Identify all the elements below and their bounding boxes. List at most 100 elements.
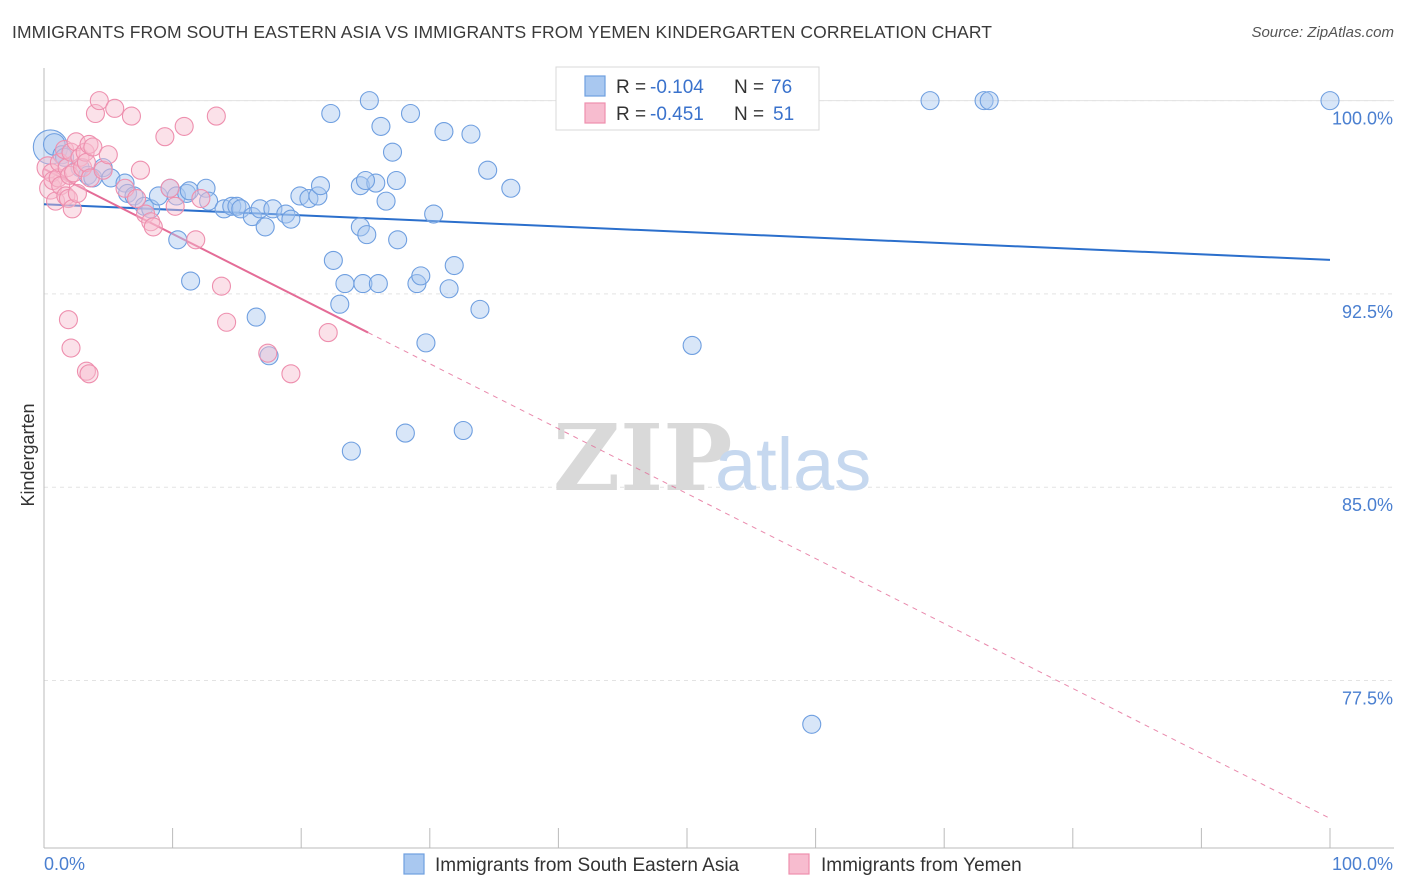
- point-yemen: [127, 189, 147, 209]
- point-yemen: [258, 343, 278, 363]
- point-sea: [376, 191, 396, 211]
- point-yemen: [130, 160, 150, 180]
- point-yemen: [58, 310, 78, 330]
- bottom-legend-swatch-pink: [788, 853, 810, 875]
- point-sea: [979, 91, 999, 111]
- point-sea: [382, 142, 403, 162]
- source-label: Source: ZipAtlas.com: [1251, 24, 1394, 41]
- point-sea: [231, 199, 251, 219]
- trendline-yemen-extrapolated: [367, 332, 1331, 819]
- point-sea: [355, 170, 376, 191]
- point-sea: [416, 333, 436, 353]
- point-sea: [263, 199, 283, 219]
- point-yemen: [318, 323, 338, 343]
- point-sea: [350, 176, 370, 196]
- point-yemen: [206, 106, 226, 126]
- bottom-legend-swatch-blue: [403, 853, 425, 875]
- point-yemen: [61, 338, 81, 358]
- point-sea: [453, 420, 473, 441]
- point-sea: [434, 121, 454, 142]
- point-yemen: [67, 183, 87, 203]
- point-sea: [411, 266, 431, 286]
- point-yemen: [141, 212, 161, 232]
- point-sea: [682, 335, 702, 355]
- y-tick-label: 85.0%: [1342, 495, 1393, 515]
- point-sea: [424, 204, 444, 224]
- point-sea: [359, 91, 379, 111]
- point-yemen: [105, 98, 125, 118]
- point-sea: [388, 230, 408, 250]
- watermark-atlas: atlas: [715, 423, 871, 506]
- point-yemen: [174, 116, 194, 136]
- point-yemen: [57, 158, 77, 178]
- watermark-zip: ZIP: [553, 404, 732, 512]
- trend-lines: [43, 168, 1331, 819]
- point-sea: [255, 217, 275, 237]
- point-sea: [281, 209, 301, 229]
- point-sea: [371, 116, 391, 136]
- chart-title: IMMIGRANTS FROM SOUTH EASTERN ASIA VS IM…: [12, 22, 993, 42]
- axes: [43, 68, 1394, 849]
- point-sea: [353, 274, 373, 294]
- point-sea: [395, 423, 415, 443]
- legend-r-value: -0.451: [650, 104, 704, 125]
- point-sea: [470, 299, 490, 319]
- point-yemen: [58, 189, 78, 209]
- legend-r-label: R =: [616, 104, 646, 125]
- point-sea: [335, 274, 355, 294]
- legend-r-label: R =: [616, 77, 646, 98]
- y-tick-label: 92.5%: [1342, 302, 1393, 322]
- point-yemen: [155, 127, 175, 147]
- watermark: ZIP atlas: [553, 404, 871, 512]
- point-yemen: [62, 199, 82, 219]
- point-yemen: [85, 103, 105, 124]
- point-sea: [386, 170, 406, 191]
- point-sea: [439, 279, 459, 299]
- trendline-sea: [43, 203, 1331, 261]
- trendline-yemen: [43, 168, 369, 334]
- y-tick-label: 77.5%: [1342, 688, 1393, 708]
- point-sea: [323, 250, 343, 270]
- point-yemen: [143, 217, 163, 237]
- point-sea: [341, 441, 361, 461]
- y-tick-labels: 77.5% 85.0% 92.5% 100.0%: [1332, 109, 1393, 709]
- point-sea: [350, 217, 370, 237]
- legend-swatch-pink: [584, 102, 606, 124]
- grid-lines: [44, 100, 1394, 681]
- point-sea: [461, 124, 481, 144]
- point-sea: [168, 230, 188, 250]
- point-yemen: [76, 361, 96, 381]
- point-sea: [330, 294, 350, 314]
- legend-n-value: 51: [773, 104, 794, 125]
- point-yemen: [160, 178, 180, 198]
- point-sea: [444, 256, 464, 276]
- point-yemen: [93, 160, 113, 180]
- legend-r-value: -0.104: [650, 77, 704, 98]
- point-sea: [310, 176, 331, 196]
- point-sea: [181, 271, 201, 291]
- point-sea: [276, 204, 296, 224]
- legend-swatch-blue: [584, 75, 606, 97]
- point-yemen: [73, 158, 93, 178]
- point-sea: [357, 225, 377, 245]
- point-yemen: [217, 312, 237, 332]
- bottom-legend-label-pink: Immigrants from Yemen: [821, 855, 1022, 876]
- point-sea: [478, 160, 498, 180]
- point-yemen: [89, 91, 109, 111]
- legend-n-value: 76: [771, 77, 792, 98]
- point-sea: [242, 207, 262, 227]
- point-sea: [246, 307, 266, 327]
- point-yemen: [191, 189, 211, 209]
- point-yemen: [98, 145, 118, 165]
- point-sea: [920, 91, 940, 111]
- point-sea: [802, 714, 822, 734]
- data-points: [32, 91, 1340, 734]
- point-yemen: [121, 106, 141, 126]
- point-yemen: [186, 230, 206, 250]
- x-tick-label: 100.0%: [1332, 854, 1393, 874]
- legend-box: R = -0.104 N = 76 R = -0.451 N = 51: [555, 66, 820, 131]
- point-yemen: [79, 364, 99, 384]
- point-sea: [400, 103, 421, 124]
- y-axis-title: Kindergarten: [18, 403, 38, 506]
